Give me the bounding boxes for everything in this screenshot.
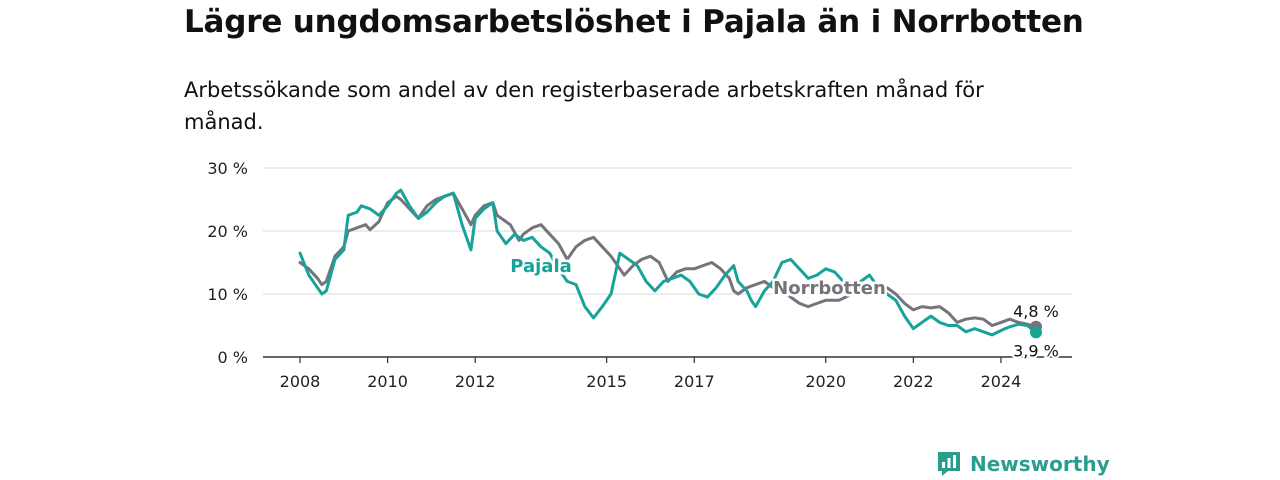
y-tick-label: 30 % <box>207 159 248 178</box>
x-tick-label: 2010 <box>367 372 408 391</box>
end-point-pajala <box>1030 326 1042 339</box>
x-tick-label: 2020 <box>805 372 846 391</box>
chart-subtitle: Arbetssökande som andel av den registerb… <box>184 78 984 134</box>
x-tick-label: 2012 <box>455 372 496 391</box>
end-label-pajala: 3,9 % <box>1013 341 1059 360</box>
series-label-pajala: Pajala <box>510 256 572 277</box>
brand-name: Newsworthy <box>970 452 1110 476</box>
line-chart: 0 % 10 % 20 % 30 % 2008 2010 2012 2015 2017 2020 2… <box>207 159 1072 391</box>
x-tick-label: 2024 <box>981 372 1022 391</box>
x-tick-label: 2022 <box>893 372 934 391</box>
chart-bars-icon <box>938 452 960 476</box>
y-tick-label: 20 % <box>207 222 248 241</box>
series-line-pajala <box>298 188 1038 337</box>
x-tick-label: 2008 <box>280 372 321 391</box>
x-tick-label: 2017 <box>674 372 715 391</box>
series-line-norrbotten <box>298 191 1038 329</box>
series-label-norrbotten: Norrbotten <box>773 278 886 299</box>
end-label-norrbotten: 4,8 % <box>1013 302 1059 321</box>
newsworthy-logo: Newsworthy <box>936 448 1110 480</box>
chart-title: Lägre ungdomsarbetslöshet i Pajala än i … <box>184 4 1084 40</box>
x-tick-label: 2015 <box>586 372 627 391</box>
y-tick-label: 0 % <box>218 348 248 367</box>
y-tick-label: 10 % <box>207 285 248 304</box>
